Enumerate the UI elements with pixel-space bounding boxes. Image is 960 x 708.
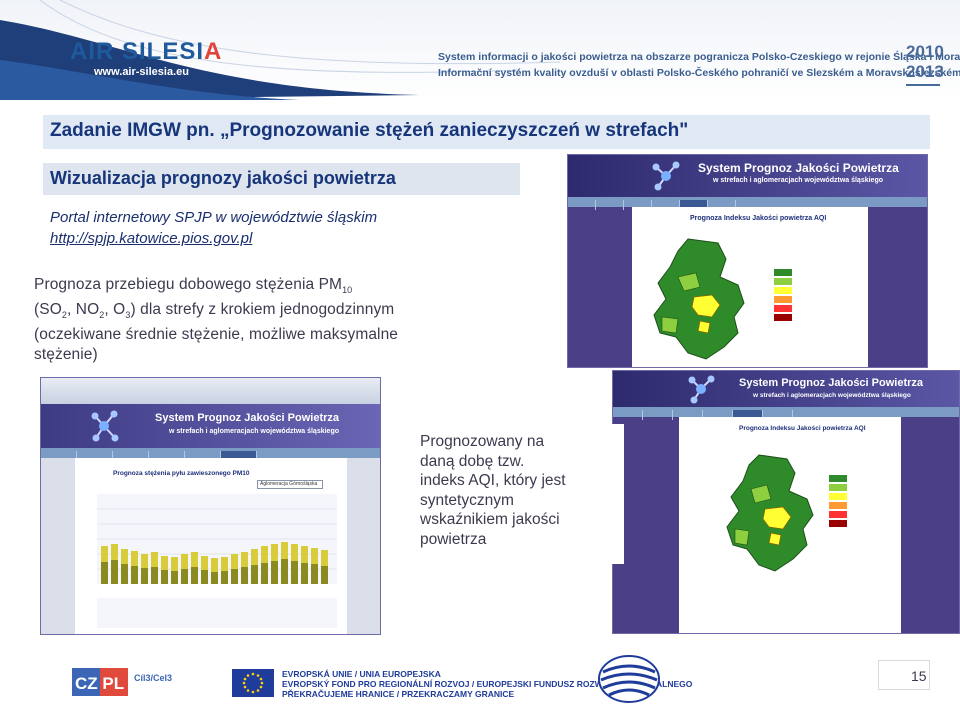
project-title-cz: Informační systém kvality ovzduší v obla… <box>438 67 960 79</box>
page-number: 15 <box>911 668 927 684</box>
portal-link[interactable]: http://spjp.katowice.pios.gov.pl <box>50 230 253 247</box>
molecule-icon <box>91 410 119 442</box>
aqi-legend <box>774 269 844 329</box>
browser-chrome <box>41 378 380 404</box>
project-years: 2010 2013 <box>906 42 944 82</box>
banner-title: System Prognoz Jakości Powietrza <box>155 412 340 424</box>
banner-subtitle: w strefach i aglomeracjach województwa ś… <box>753 392 911 399</box>
cz-text: CZ PL <box>75 674 124 693</box>
zone-dropdown[interactable]: Aglomeracja Górnośląska <box>257 480 323 489</box>
molecule-icon <box>652 161 680 191</box>
eu-line-1: EVROPSKÁ UNIE / UNIA EUROPEJSKA <box>282 669 441 679</box>
screenshot-content: Prognoza stężenia pyłu zawieszonego PM10… <box>75 458 347 634</box>
banner-title: System Prognoz Jakości Powietrza <box>698 161 899 175</box>
pm10-forecast-plot <box>97 494 337 584</box>
aqi-map-screenshot-bottom: System Prognoz Jakości Powietrza w stref… <box>612 370 960 634</box>
eu-funding-text: EVROPSKÁ UNIE / UNIA EUROPEJSKA EVROPSKÝ… <box>282 669 692 699</box>
project-title-pl: System informacji o jakości powietrza na… <box>438 51 960 63</box>
page-number-box <box>878 660 930 690</box>
cz-pl-logo: CZ PL Cíl3/Cel3 <box>72 668 172 696</box>
banner-subtitle: w strefach i aglomeracjach województwa ś… <box>713 177 884 184</box>
cil-text: Cíl3/Cel3 <box>134 673 172 683</box>
aqi-heading: Prognoza Indeksu Jakości powietrza AQI <box>739 425 866 432</box>
screenshot-content: Prognoza Indeksu Jakości powietrza AQI <box>679 417 901 633</box>
pm10-notes-area <box>97 598 337 628</box>
aqi-heading: Prognoza Indeksu Jakości powietrza AQI <box>690 215 827 222</box>
voivodeship-map <box>726 454 814 572</box>
aqi-description: Prognozowany na daną dobę tzw. indeks AQ… <box>420 433 566 548</box>
eu-flag-icon <box>232 669 274 697</box>
screenshot-content: Prognoza Indeksu Jakości powietrza AQI <box>632 207 868 367</box>
pm10-chart-screenshot: System Prognoz Jakości Powietrza w stref… <box>40 377 381 635</box>
portal-label: Portal internetowy SPJP w województwie ś… <box>50 209 378 226</box>
eu-line-3: PŘEKRAČUJEME HRANICE / PRZEKRACZAMY GRAN… <box>282 689 515 699</box>
voivodeship-map <box>653 238 745 360</box>
imgw-logo <box>598 655 660 703</box>
header-wave-graphic <box>0 0 561 100</box>
pm10-heading: Prognoza stężenia pyłu zawieszonego PM10 <box>113 470 250 477</box>
screenshot-nav <box>41 448 380 461</box>
screenshot-nav <box>613 407 959 420</box>
logo-url: www.air-silesia.eu <box>94 66 189 78</box>
years-underline <box>906 84 940 86</box>
air-silesia-logo: AIR SILESIA <box>70 38 223 65</box>
molecule-icon <box>688 375 715 404</box>
slide-title: Zadanie IMGW pn. „Prognozowanie stężeń z… <box>50 120 689 141</box>
screenshot-nav <box>568 197 927 210</box>
aqi-text-panel <box>412 424 624 564</box>
forecast-description: Prognoza przebiegu dobowego stężenia PM1… <box>34 276 399 364</box>
year-start: 2010 <box>906 42 944 61</box>
screenshot-banner: System Prognoz Jakości Powietrza w stref… <box>568 155 927 197</box>
project-title: System informacji o jakości powietrza na… <box>438 49 960 81</box>
screenshot-banner: System Prognoz Jakości Powietrza w stref… <box>41 404 380 448</box>
title-band <box>43 115 930 149</box>
aqi-map-screenshot-top: System Prognoz Jakości Powietrza w stref… <box>567 154 928 368</box>
banner-title: System Prognoz Jakości Powietrza <box>739 377 924 389</box>
year-end: 2013 <box>906 62 944 81</box>
slide-header: AIR SILESIA www.air-silesia.eu System in… <box>0 0 960 100</box>
slide-subtitle: Wizualizacja prognozy jakości powietrza <box>50 168 396 188</box>
screenshot-banner: System Prognoz Jakości Powietrza w stref… <box>613 371 959 407</box>
subtitle-band <box>43 163 520 195</box>
eu-line-2: EVROPSKÝ FOND PRO REGIONÁLNÍ ROZVOJ / EU… <box>282 679 693 689</box>
footer <box>0 648 960 708</box>
banner-subtitle: w strefach i aglomeracjach województwa ś… <box>169 428 340 435</box>
aqi-legend <box>829 475 889 535</box>
